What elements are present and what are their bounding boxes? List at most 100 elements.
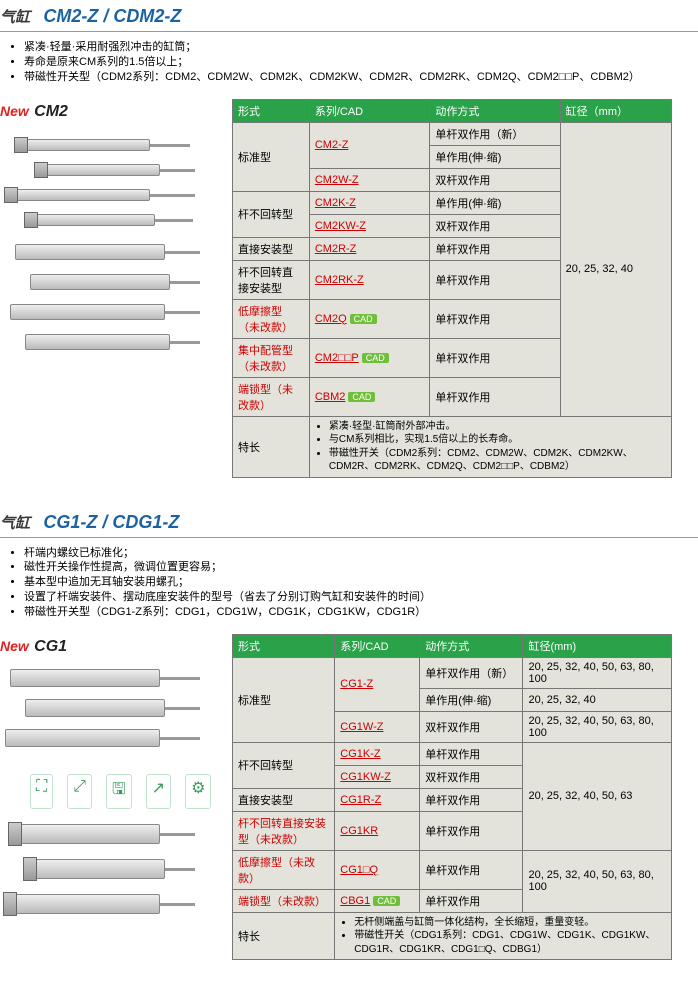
notes-cell: 紧凑·轻型·缸筒耐外部冲击。 与CM系列相比，实现1.5倍以上的长寿命。 带磁性… — [309, 416, 671, 477]
series-link[interactable]: CG1W-Z — [335, 711, 420, 742]
cell-action: 单杆双作用 — [420, 850, 523, 889]
bullet-item: 设置了杆端安装件、摆动底座安装件的型号（省去了分别订购气缸和安装件的时间） — [24, 590, 698, 605]
cylinder-illustration — [0, 129, 210, 239]
title-main: CM2-Z / CDM2-Z — [43, 6, 181, 26]
cell-form: 标准型 — [233, 657, 335, 742]
cell-bore: 20, 25, 32, 40 — [560, 122, 671, 416]
col-action: 动作方式 — [430, 99, 560, 122]
bullet-item: 带磁性开关型（CDG1-Z系列：CDG1，CDG1W，CDG1K，CDG1KW，… — [24, 605, 698, 620]
share-icon[interactable]: ↗ — [146, 774, 171, 809]
table-row: 低摩擦型（未改款） CG1□Q 单杆双作用 20, 25, 32, 40, 50… — [233, 850, 672, 889]
cell-action: 单杆双作用 — [420, 811, 523, 850]
bullet-item: 杆端内螺纹已标准化； — [24, 546, 698, 561]
series-link[interactable]: CM2QCAD — [309, 299, 430, 338]
col-bore: 缸径(mm) — [523, 634, 672, 657]
expand-icon[interactable]: ⤢ — [67, 774, 92, 809]
fullscreen-icon[interactable]: ⛶ — [30, 774, 53, 809]
series-link[interactable]: CM2-Z — [309, 122, 430, 168]
series-link[interactable]: CG1K-Z — [335, 742, 420, 765]
cylinder-illustration — [0, 819, 210, 939]
series-link[interactable]: CG1-Z — [335, 657, 420, 711]
col-series: 系列/CAD — [335, 634, 420, 657]
series-link[interactable]: CG1□Q — [335, 850, 420, 889]
cell-form: 标准型 — [233, 122, 310, 191]
cell-bore: 20, 25, 32, 40, 50, 63 — [523, 742, 672, 850]
new-label: New — [0, 103, 29, 119]
cylinder-illustration — [0, 239, 210, 369]
spec-table: 形式 系列/CAD 动作方式 缸径（mm） 标准型 CM2-Z 单杆双作用（新）… — [232, 99, 672, 478]
cell-bore: 20, 25, 32, 40, 50, 63, 80, 100 — [523, 657, 672, 688]
cell-action: 单杆双作用 — [430, 260, 560, 299]
cell-action: 双杆双作用 — [420, 711, 523, 742]
cell-action: 单杆双作用 — [420, 788, 523, 811]
note-item: 带磁性开关（CDG1系列：CDG1、CDG1W、CDG1K、CDG1KW、CDG… — [354, 929, 666, 956]
cad-chip[interactable]: CAD — [373, 896, 400, 906]
series-link[interactable]: CG1KW-Z — [335, 765, 420, 788]
notes-row: 特长 紧凑·轻型·缸筒耐外部冲击。 与CM系列相比，实现1.5倍以上的长寿命。 … — [233, 416, 672, 477]
series-link[interactable]: CM2W-Z — [309, 168, 430, 191]
title-prefix: 气缸 — [0, 515, 30, 532]
image-toolbar: ⛶ ⤢ 🖫 ↗ ⚙ — [0, 774, 220, 809]
cell-action: 单杆双作用 — [430, 377, 560, 416]
series-link[interactable]: CM2KW-Z — [309, 214, 430, 237]
cell-form: 直接安装型 — [233, 237, 310, 260]
cell-action: 单杆双作用（新） — [420, 657, 523, 688]
bullet-item: 带磁性开关型（CDM2系列：CDM2、CDM2W、CDM2K、CDM2KW、CD… — [24, 70, 698, 85]
series-link[interactable]: CM2K-Z — [309, 191, 430, 214]
model-label: CM2 — [34, 103, 68, 120]
cell-action: 单作用(伸·缩) — [430, 145, 560, 168]
title-prefix: 气缸 — [0, 9, 30, 26]
notes-label: 特长 — [233, 416, 310, 477]
cad-chip[interactable]: CAD — [348, 392, 375, 402]
cell-bore: 20, 25, 32, 40, 50, 63, 80, 100 — [523, 711, 672, 742]
series-link[interactable]: CG1KR — [335, 811, 420, 850]
cell-form: 低摩擦型（未改款） — [233, 299, 310, 338]
series-link[interactable]: CM2R-Z — [309, 237, 430, 260]
feature-bullets: 紧凑·轻量·采用耐强烈冲击的缸筒； 寿命是原来CM系列的1.5倍以上； 带磁性开… — [24, 40, 698, 85]
section-title: 气缸 CM2-Z / CDM2-Z — [0, 0, 698, 32]
new-badge: New CG1 — [0, 638, 220, 656]
col-form: 形式 — [233, 99, 310, 122]
series-link[interactable]: CM2RK-Z — [309, 260, 430, 299]
col-form: 形式 — [233, 634, 335, 657]
save-icon[interactable]: 🖫 — [106, 774, 132, 809]
cell-action: 单作用(伸·缩) — [430, 191, 560, 214]
col-bore: 缸径（mm） — [560, 99, 671, 122]
note-item: 与CM系列相比，实现1.5倍以上的长寿命。 — [329, 433, 666, 447]
note-item: 带磁性开关（CDM2系列：CDM2、CDM2W、CDM2K、CDM2KW、CDM… — [329, 447, 666, 474]
cad-chip[interactable]: CAD — [350, 314, 377, 324]
col-action: 动作方式 — [420, 634, 523, 657]
cell-action: 单杆双作用 — [420, 889, 523, 912]
title-main: CG1-Z / CDG1-Z — [43, 512, 179, 532]
cell-form: 端锁型（未改款） — [233, 889, 335, 912]
cell-action: 单杆双作用 — [430, 237, 560, 260]
cell-form: 集中配管型（未改款） — [233, 338, 310, 377]
cell-form: 杆不回转型 — [233, 191, 310, 237]
table-row: 标准型 CG1-Z 单杆双作用（新） 20, 25, 32, 40, 50, 6… — [233, 657, 672, 688]
cell-action: 单杆双作用 — [430, 338, 560, 377]
new-label: New — [0, 638, 29, 654]
cylinder-illustration — [0, 664, 210, 754]
gear-icon[interactable]: ⚙ — [185, 774, 211, 809]
series-link[interactable]: CBM2CAD — [309, 377, 430, 416]
section-title: 气缸 CG1-Z / CDG1-Z — [0, 506, 698, 538]
notes-row: 特长 无杆侧端盖与缸筒一体化结构，全长缩短，重量变轻。 带磁性开关（CDG1系列… — [233, 912, 672, 960]
model-label: CG1 — [34, 638, 67, 655]
series-link[interactable]: CM2□□PCAD — [309, 338, 430, 377]
series-link[interactable]: CG1R-Z — [335, 788, 420, 811]
cell-action: 双杆双作用 — [420, 765, 523, 788]
cell-bore: 20, 25, 32, 40 — [523, 688, 672, 711]
table-row: 杆不回转型 CG1K-Z 单杆双作用 20, 25, 32, 40, 50, 6… — [233, 742, 672, 765]
notes-label: 特长 — [233, 912, 335, 960]
notes-cell: 无杆侧端盖与缸筒一体化结构，全长缩短，重量变轻。 带磁性开关（CDG1系列：CD… — [335, 912, 672, 960]
cell-form: 直接安装型 — [233, 788, 335, 811]
cad-chip[interactable]: CAD — [362, 353, 389, 363]
series-link[interactable]: CBG1CAD — [335, 889, 420, 912]
cell-action: 单杆双作用 — [430, 299, 560, 338]
col-series: 系列/CAD — [309, 99, 430, 122]
cell-action: 单杆双作用 — [420, 742, 523, 765]
note-item: 无杆侧端盖与缸筒一体化结构，全长缩短，重量变轻。 — [354, 916, 666, 930]
cell-form: 端锁型（未改款） — [233, 377, 310, 416]
bullet-item: 基本型中追加无耳轴安装用螺孔； — [24, 575, 698, 590]
new-badge: New CM2 — [0, 103, 220, 121]
